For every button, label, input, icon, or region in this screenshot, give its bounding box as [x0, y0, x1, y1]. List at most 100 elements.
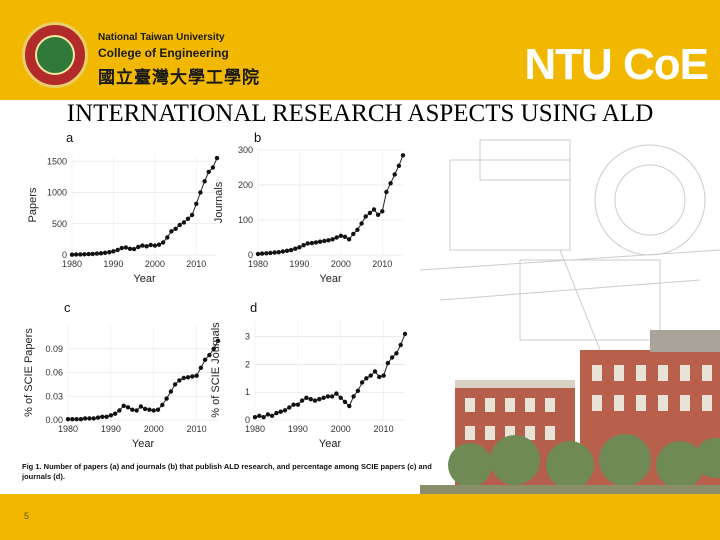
y-tick-label: 0: [62, 250, 67, 260]
data-point: [123, 245, 129, 250]
data-point: [117, 408, 122, 413]
data-point: [100, 414, 105, 419]
data-point: [121, 403, 126, 408]
data-point: [368, 373, 373, 378]
trees: [448, 434, 720, 489]
data-point: [364, 376, 369, 381]
data-point: [396, 163, 402, 168]
data-point: [375, 212, 381, 217]
data-point: [346, 237, 352, 242]
x-tick-label: 2010: [372, 259, 392, 269]
data-point: [155, 407, 161, 412]
data-point: [261, 415, 266, 420]
y-axis-label: % of SCIE Journals: [210, 322, 222, 418]
panel-b: b 0 100 200 300 1980 1990 2000 2010 Year Journals: [213, 130, 406, 285]
data-point: [276, 250, 281, 255]
data-point: [305, 241, 310, 246]
data-point: [136, 244, 141, 250]
data-point: [274, 410, 279, 416]
data-point: [297, 245, 302, 250]
data-point: [381, 373, 386, 378]
data-point: [142, 406, 148, 412]
data-point: [104, 414, 109, 419]
data-point: [82, 416, 88, 421]
x-tick-label: 2000: [145, 259, 165, 269]
data-point: [168, 389, 174, 394]
header-bar: National Taiwan University College of En…: [0, 0, 720, 100]
data-point: [138, 404, 144, 409]
data-point: [272, 250, 277, 255]
data-point: [359, 221, 364, 226]
data-point: [87, 416, 92, 421]
data-point: [144, 244, 149, 249]
data-point: [160, 240, 166, 245]
x-tick-label: 1990: [288, 424, 308, 434]
data-point: [181, 220, 187, 225]
data-point: [185, 375, 191, 380]
data-point: [400, 153, 406, 158]
y-axis-label: Papers: [27, 187, 39, 222]
college-name-chinese: 國立臺灣大學工學院: [98, 68, 260, 87]
data-point: [151, 408, 156, 413]
series-line: [68, 340, 219, 420]
data-point: [189, 212, 195, 218]
data-point: [342, 399, 348, 405]
data-point: [394, 351, 399, 356]
data-point: [78, 252, 83, 257]
x-tick-label: 1990: [103, 259, 123, 269]
panel-letter: a: [66, 130, 74, 145]
data-point: [257, 413, 262, 418]
y-tick-label: 300: [238, 145, 253, 155]
data-point: [312, 398, 318, 403]
data-point: [165, 235, 170, 240]
x-axis-label: Year: [132, 438, 155, 450]
data-point: [377, 374, 382, 380]
y-tick-label: 0.06: [45, 368, 63, 378]
data-point: [371, 207, 377, 212]
y-tick-label: 0.09: [45, 344, 63, 354]
data-point: [134, 408, 139, 413]
data-point: [259, 251, 265, 256]
y-tick-label: 1: [245, 387, 250, 397]
data-point: [206, 169, 211, 175]
y-tick-label: 1500: [47, 156, 67, 166]
y-tick-label: 200: [238, 180, 253, 190]
data-point: [125, 405, 131, 410]
data-point: [308, 397, 313, 402]
data-point: [372, 369, 378, 374]
data-point: [385, 360, 391, 366]
data-point: [78, 417, 84, 422]
x-tick-label: 2000: [331, 424, 351, 434]
x-tick-label: 1980: [248, 259, 268, 269]
x-tick-label: 2010: [374, 424, 394, 434]
data-point: [95, 415, 101, 420]
y-tick-label: 100: [238, 215, 253, 225]
data-point: [338, 395, 343, 400]
data-point: [127, 246, 133, 251]
panel-letter: c: [64, 300, 71, 315]
data-point: [388, 181, 393, 186]
footer-bar: [0, 494, 720, 540]
data-point: [169, 229, 174, 234]
data-point: [287, 405, 292, 410]
data-point: [107, 250, 112, 255]
data-point: [282, 408, 288, 413]
data-point: [301, 243, 306, 248]
data-point: [177, 222, 182, 228]
series-line: [71, 157, 218, 256]
data-point: [172, 382, 178, 387]
data-point: [389, 355, 395, 360]
data-point: [177, 378, 182, 383]
panel-letter: d: [250, 300, 257, 315]
data-point: [317, 239, 323, 244]
data-point: [207, 352, 212, 358]
data-point: [309, 240, 315, 246]
data-point: [334, 391, 339, 396]
data-point: [130, 407, 135, 412]
data-point: [359, 380, 365, 385]
x-tick-label: 1990: [289, 259, 309, 269]
data-point: [140, 243, 145, 248]
data-point: [288, 247, 294, 253]
data-point: [326, 238, 331, 243]
